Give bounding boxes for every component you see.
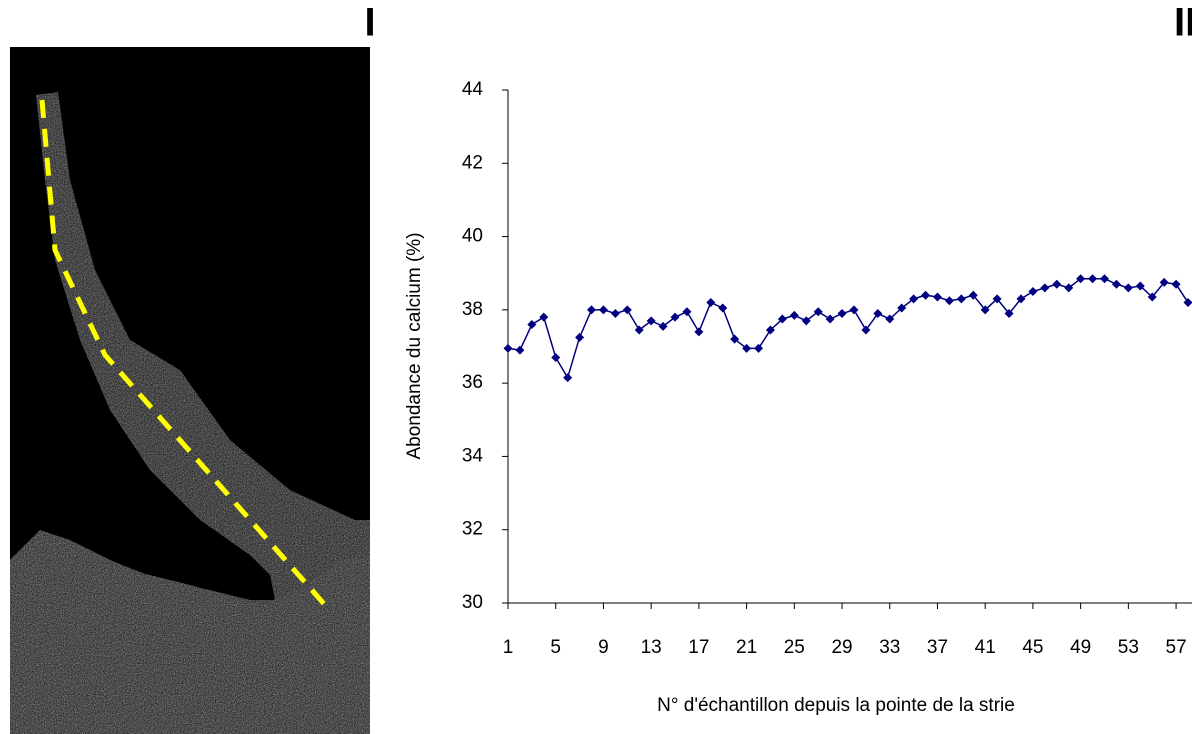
point (706, 298, 716, 308)
point (527, 320, 537, 330)
point (765, 325, 775, 335)
y-tick-label: 32 (462, 519, 483, 540)
point (968, 290, 978, 300)
point (837, 309, 847, 319)
x-tick-label: 1 (503, 637, 514, 658)
y-tick-label: 44 (462, 79, 484, 100)
y-tick-label: 30 (462, 592, 483, 613)
y-tick-label: 38 (462, 299, 483, 320)
point (610, 309, 620, 319)
y-axis-title: Abondance du calcium (%) (404, 232, 425, 459)
x-tick-label: 5 (550, 637, 561, 658)
point (861, 325, 871, 335)
x-tick-label: 21 (736, 637, 757, 658)
point (1016, 294, 1026, 304)
x-tick-label: 13 (641, 637, 662, 658)
y-tick-label: 36 (462, 372, 483, 393)
point (682, 307, 692, 317)
point (718, 303, 728, 313)
point (1159, 277, 1169, 287)
point (789, 310, 799, 320)
point (1064, 283, 1074, 293)
point (730, 334, 740, 344)
point (598, 305, 608, 315)
point (742, 343, 752, 353)
point (1183, 298, 1192, 308)
series-line (507, 277, 1189, 380)
x-tick-label: 57 (1166, 637, 1187, 658)
x-tick-label: 9 (598, 637, 609, 658)
point (646, 316, 656, 326)
point (956, 294, 966, 304)
point (921, 290, 931, 300)
point (992, 294, 1002, 304)
x-tick-label: 33 (879, 637, 900, 658)
point (515, 345, 525, 355)
y-tick-label: 42 (462, 152, 483, 173)
point (1100, 274, 1109, 284)
point (801, 316, 811, 326)
point (503, 343, 513, 353)
point (539, 312, 549, 322)
x-tick-label: 17 (688, 637, 709, 658)
point (909, 294, 919, 304)
point (754, 343, 764, 353)
point (587, 305, 597, 315)
point (897, 303, 907, 313)
point (551, 352, 561, 362)
point (813, 307, 823, 317)
point (1004, 309, 1014, 319)
point (932, 292, 942, 302)
x-tick-label: 53 (1118, 637, 1139, 658)
micrograph (10, 47, 370, 734)
point (658, 321, 668, 331)
x-tick-label: 29 (831, 637, 852, 658)
x-tick-label: 41 (975, 637, 996, 658)
panel-label: II (1174, 1, 1192, 45)
point (825, 314, 835, 324)
point (944, 296, 954, 306)
point (1028, 287, 1038, 297)
point (1135, 281, 1145, 291)
point (622, 305, 632, 315)
point (1052, 279, 1062, 289)
point (777, 314, 787, 324)
point (1088, 274, 1098, 284)
point (980, 305, 990, 315)
y-tick-label: 34 (462, 445, 484, 466)
point (563, 373, 573, 383)
point (1076, 274, 1086, 284)
point (1123, 283, 1133, 293)
x-tick-label: 25 (784, 637, 805, 658)
point (1147, 292, 1157, 302)
point (694, 327, 704, 337)
x-tick-label: 45 (1022, 637, 1043, 658)
x-axis-title: N° d'échantillon depuis la pointe de la … (657, 695, 1015, 716)
panel-label: I (364, 1, 375, 45)
point (1171, 279, 1181, 289)
x-tick-label: 49 (1070, 637, 1091, 658)
point (634, 325, 644, 335)
point (1111, 279, 1121, 289)
point (849, 305, 859, 315)
point (885, 314, 895, 324)
point (575, 332, 585, 342)
point (670, 312, 680, 322)
y-tick-label: 40 (462, 226, 483, 247)
point (873, 309, 883, 319)
x-tick-label: 37 (927, 637, 948, 658)
point (1040, 283, 1050, 293)
